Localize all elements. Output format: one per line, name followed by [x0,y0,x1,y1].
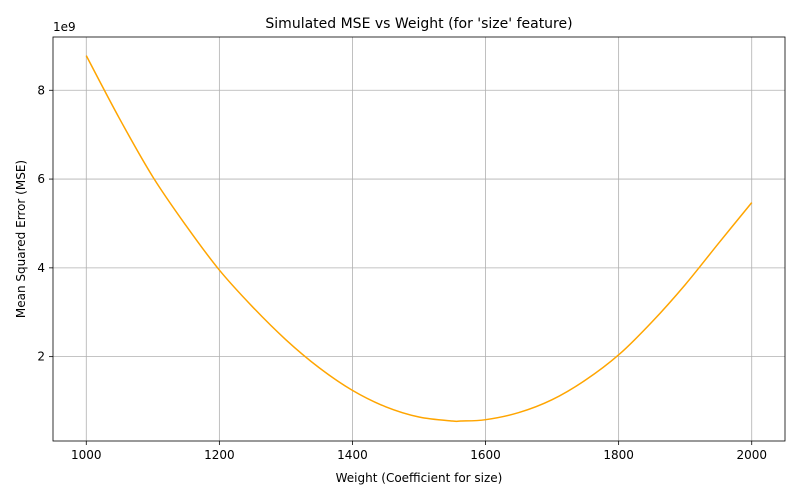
chart-title: Simulated MSE vs Weight (for 'size' feat… [265,16,572,32]
x-axis: 1000 1200 1400 1600 1800 2000 [71,441,767,462]
x-tick-label: 1000 [71,448,102,462]
series-layer [85,55,753,423]
y-tick-label: 8 [37,83,45,97]
y-tick-label: 2 [37,350,45,364]
x-tick-label: 1400 [337,448,368,462]
x-axis-label: Weight (Coefficient for size) [336,471,503,485]
y-axis: 2 4 6 8 [37,83,53,364]
plot-frame [52,36,786,442]
y-axis-label: Mean Squared Error (MSE) [14,160,28,318]
y-tick-label: 6 [37,172,45,186]
mse-series-line [85,55,753,423]
x-tick-label: 1800 [603,448,634,462]
y-tick-label: 4 [37,261,45,275]
x-tick-label: 1200 [204,448,235,462]
x-tick-label: 2000 [736,448,767,462]
x-tick-label: 1600 [470,448,501,462]
grid [53,37,785,441]
y-offset-label: 1e9 [53,20,76,34]
